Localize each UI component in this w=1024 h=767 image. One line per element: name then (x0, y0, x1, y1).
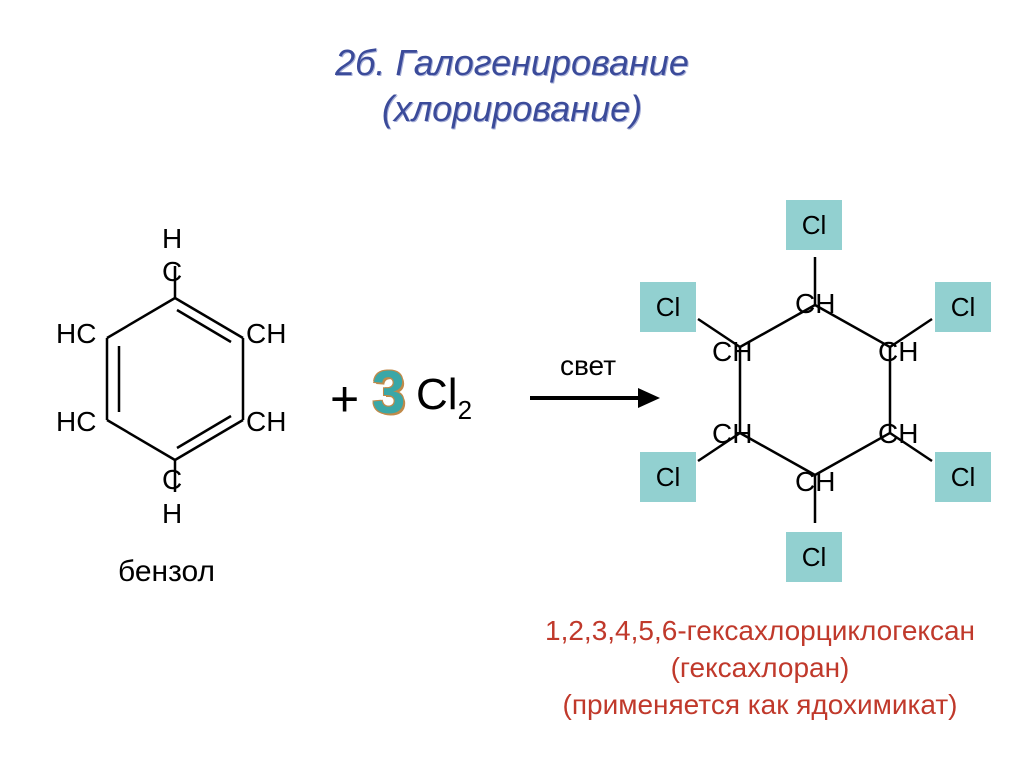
cl2-formula: Cl2 (416, 370, 472, 426)
benzene-top-c: C (162, 258, 182, 286)
product-label-3: (применяется как ядохимикат) (490, 689, 1024, 721)
cl-box-1: Cl (786, 200, 842, 250)
cl2-base: Cl (416, 370, 458, 419)
cl2-sub: 2 (458, 395, 472, 425)
benzene-lt-hc: HC (56, 320, 96, 348)
arrow-label: свет (560, 350, 616, 382)
product-ch-4: CH (795, 468, 835, 496)
cl-box-3: Cl (935, 452, 991, 502)
benzene-structure (55, 220, 310, 540)
product-ch-3: CH (878, 420, 918, 448)
benzene-rt-ch: CH (246, 320, 286, 348)
cl-box-4: Cl (786, 532, 842, 582)
title-line-2: (хлорирование) (0, 88, 1024, 130)
benzene-rb-ch: CH (246, 408, 286, 436)
title-line-1: 2б. Галогенирование (0, 42, 1024, 84)
product-ch-2: CH (878, 338, 918, 366)
product-label-2: (гексахлоран) (490, 652, 1024, 684)
coefficient-3: 3 (372, 358, 405, 427)
plus-sign: + (330, 370, 359, 428)
cl-box-5: Cl (640, 452, 696, 502)
product-ch-1: CH (795, 290, 835, 318)
arrow-shaft (530, 396, 640, 400)
benzene-bot-c: C (162, 466, 182, 494)
benzene-label: бензол (118, 555, 215, 589)
product-structure (670, 195, 960, 585)
product-label-1: 1,2,3,4,5,6-гексахлорциклогексан (490, 615, 1024, 647)
benzene-bot-h: H (162, 500, 182, 528)
arrow-head (638, 388, 660, 408)
cl-box-2: Cl (935, 282, 991, 332)
cl-box-6: Cl (640, 282, 696, 332)
benzene-lb-hc: HC (56, 408, 96, 436)
benzene-top-h: H (162, 225, 182, 253)
product-ch-6: CH (712, 338, 752, 366)
product-ch-5: CH (712, 420, 752, 448)
